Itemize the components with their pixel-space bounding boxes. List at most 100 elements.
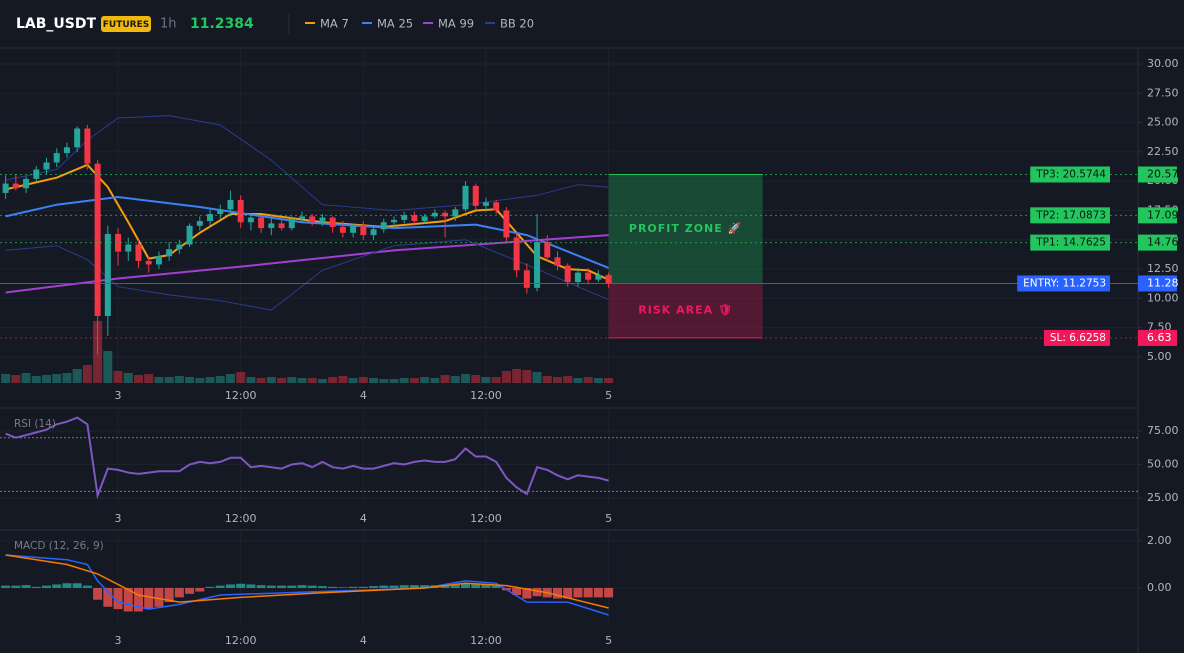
candle-body (125, 244, 132, 252)
histogram-bar (297, 585, 307, 588)
volume-bar (52, 374, 62, 383)
volume-bar (553, 377, 563, 383)
histogram-bar (277, 585, 287, 588)
volume-bar (491, 377, 501, 383)
candle-body (462, 185, 469, 210)
volume-bar (420, 377, 430, 383)
y-tick-label: 75.00 (1147, 424, 1179, 437)
candle-body (452, 209, 459, 217)
candle-body (585, 272, 592, 280)
candle-body (523, 270, 530, 288)
candle-body (605, 274, 612, 284)
histogram-bar (52, 584, 62, 588)
histogram-bar (420, 585, 430, 588)
histogram-bar (174, 587, 184, 598)
candle-body (431, 212, 438, 217)
x-tick-label: 5 (605, 389, 612, 402)
x-tick-label: 12:00 (225, 389, 257, 402)
histogram-bar (93, 587, 103, 600)
candle-body (186, 225, 193, 245)
legend-label: BB 20 (500, 17, 534, 31)
y-tick-label: 12.50 (1147, 262, 1179, 275)
volume-bar (369, 378, 379, 383)
volume-bar (440, 375, 450, 383)
volume-bar (593, 378, 603, 383)
candle-body (23, 178, 30, 189)
x-tick-label: 4 (360, 389, 367, 402)
level-value-label: 14.76 (1147, 236, 1179, 249)
histogram-bar (369, 586, 379, 588)
candle-body (176, 244, 183, 250)
volume-bar (195, 378, 205, 383)
candle-body (401, 215, 408, 220)
histogram-bar (31, 586, 41, 588)
volume-bar (583, 377, 593, 383)
histogram-bar (21, 585, 31, 588)
level-tag-bg (1030, 234, 1110, 251)
candle-body (94, 163, 101, 316)
volume-bar (461, 374, 471, 383)
histogram-bar (185, 587, 195, 594)
y-tick-label: 27.50 (1147, 86, 1179, 99)
level-tag-bg (1043, 329, 1110, 346)
level-value-label: 17.09 (1147, 208, 1179, 221)
histogram-bar (532, 587, 542, 597)
histogram-bar (358, 586, 368, 588)
volume-bar (72, 369, 82, 383)
candle-body (329, 217, 336, 227)
volume-bar (563, 376, 573, 383)
x-tick-label: 12:00 (225, 512, 257, 525)
histogram-bar (256, 585, 266, 588)
volume-bar (42, 375, 52, 383)
volume-bar (103, 351, 113, 383)
candle-body (503, 210, 510, 238)
candle-body (319, 217, 326, 223)
histogram-bar (72, 583, 82, 588)
candle-body (564, 265, 571, 282)
volume-bar (297, 378, 307, 383)
volume-bar (11, 375, 21, 383)
candle-body (207, 214, 214, 222)
candle-body (84, 128, 91, 164)
candle-body (421, 216, 428, 222)
histogram-bar (440, 585, 450, 588)
histogram-bar (225, 584, 235, 588)
candle-body (350, 225, 357, 233)
volume-bar (133, 375, 143, 383)
y-tick-label: 25.00 (1147, 491, 1179, 504)
volume-bar (409, 378, 419, 383)
histogram-bar (103, 587, 113, 607)
level-value-label: 20.57 (1147, 167, 1179, 180)
candle-body (217, 209, 224, 215)
histogram-bar (246, 584, 256, 588)
interval: 1h (160, 17, 177, 32)
candle-body (43, 162, 50, 170)
y-tick-label: 50.00 (1147, 458, 1179, 471)
level-tag: TP1: 14.7625 (1035, 237, 1106, 249)
level-value-label: 11.28 (1147, 276, 1179, 289)
volume-bar (389, 379, 399, 383)
level-value-bg (1138, 166, 1177, 183)
histogram-bar (338, 587, 348, 588)
candle-body (53, 153, 60, 163)
histogram-bar (11, 585, 21, 588)
candle-body (482, 202, 489, 206)
histogram-bar (215, 585, 225, 588)
volume-bar (205, 377, 215, 383)
volume-bar (164, 377, 174, 383)
level-tag-bg (1030, 166, 1110, 183)
volume-bar (113, 371, 123, 383)
candle-body (554, 257, 561, 266)
macd-line (5, 554, 609, 609)
volume-bar (430, 378, 440, 383)
histogram-bar (42, 585, 52, 588)
legend-label: MA 99 (438, 17, 474, 31)
histogram-bar (399, 585, 409, 588)
candle-body (288, 218, 295, 229)
rsi-line (5, 416, 609, 500)
histogram-bar (583, 587, 593, 598)
volume-bar (450, 376, 460, 383)
histogram-bar (481, 584, 491, 588)
volume-bar (144, 374, 154, 383)
